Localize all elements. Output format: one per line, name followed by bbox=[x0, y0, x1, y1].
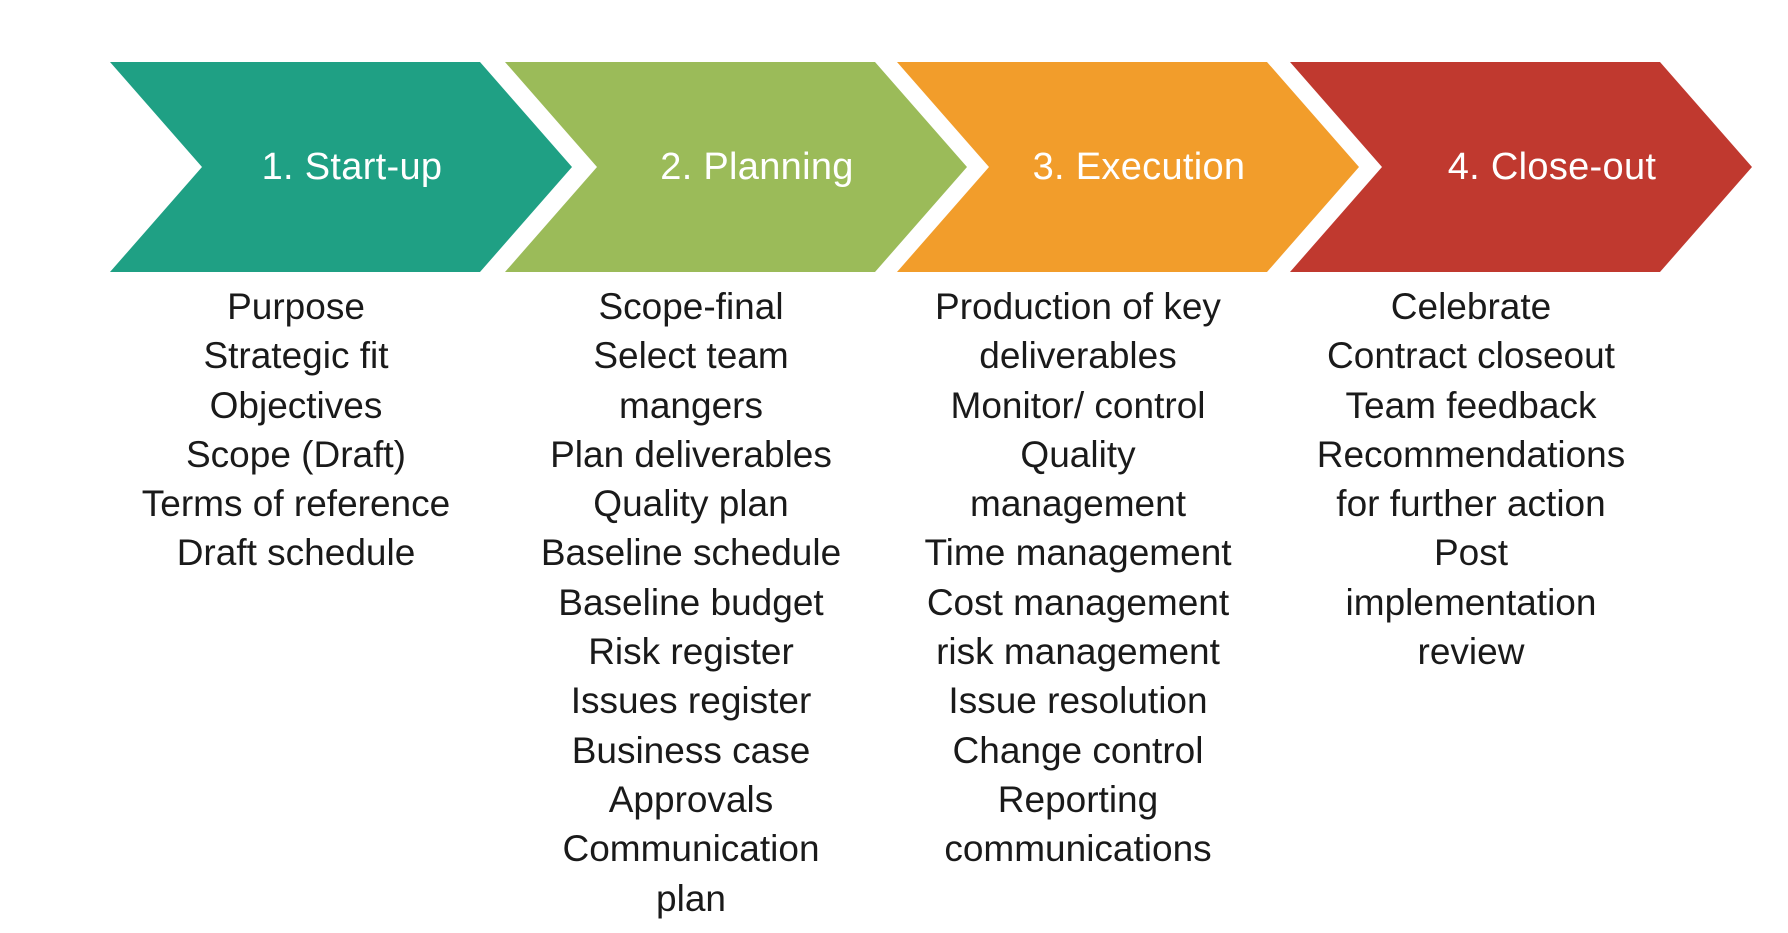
phase-items-start-up: Purpose Strategic fit Objectives Scope (… bbox=[120, 282, 472, 578]
list-item: Approvals bbox=[608, 778, 774, 820]
phase-items-planning: Scope-final Select team mangers Plan del… bbox=[515, 282, 867, 923]
chevron-execution bbox=[897, 62, 1359, 272]
list-item: Quality plan bbox=[593, 483, 789, 525]
phase-items-execution: Production of key deliverables Monitor/ … bbox=[902, 282, 1254, 874]
list-item: Baseline budget bbox=[558, 581, 824, 623]
phase-items-close-out: Celebrate Contract closeout Team feedbac… bbox=[1295, 282, 1647, 676]
phase-title-execution: 3. Execution bbox=[1032, 145, 1246, 188]
list-item: Terms of reference bbox=[141, 483, 451, 525]
list-item: Post bbox=[1433, 532, 1509, 574]
list-item: Reporting bbox=[997, 778, 1159, 820]
list-item: Team feedback bbox=[1345, 384, 1597, 426]
list-item: implementation bbox=[1345, 581, 1597, 623]
list-item: Issue resolution bbox=[948, 680, 1208, 722]
list-item: Production of key bbox=[935, 286, 1221, 327]
list-item: Quality bbox=[1020, 433, 1136, 475]
list-item: Plan deliverables bbox=[550, 433, 832, 475]
list-item: Purpose bbox=[227, 286, 365, 327]
list-item: communications bbox=[944, 828, 1212, 870]
list-item: Select team bbox=[593, 335, 789, 377]
list-item: Contract closeout bbox=[1327, 335, 1615, 377]
list-item: deliverables bbox=[979, 335, 1177, 377]
list-item: Celebrate bbox=[1390, 286, 1552, 327]
list-item: Change control bbox=[952, 729, 1204, 771]
list-item: Time management bbox=[924, 532, 1232, 574]
phase-title-close-out: 4. Close-out bbox=[1447, 145, 1657, 188]
list-item: Cost management bbox=[926, 581, 1230, 623]
list-item: Scope-final bbox=[598, 286, 784, 327]
list-item: Monitor/ control bbox=[950, 384, 1206, 426]
chevron-close-out bbox=[1290, 62, 1752, 272]
list-item: for further action bbox=[1336, 483, 1606, 525]
list-item: Scope (Draft) bbox=[185, 433, 406, 475]
chevron-start-up bbox=[110, 62, 572, 272]
list-item: review bbox=[1417, 631, 1525, 673]
list-item: Recommendations bbox=[1316, 433, 1626, 475]
list-item: Objectives bbox=[209, 384, 383, 426]
list-item: Draft schedule bbox=[176, 532, 416, 574]
list-item: Strategic fit bbox=[203, 335, 389, 377]
list-item: management bbox=[970, 483, 1186, 525]
list-item: Issues register bbox=[570, 680, 812, 722]
phase-title-start-up: 1. Start-up bbox=[261, 145, 443, 188]
list-item: risk management bbox=[936, 631, 1220, 673]
list-item: Business case bbox=[571, 729, 811, 771]
chevron-planning bbox=[505, 62, 967, 272]
list-item: plan bbox=[656, 877, 726, 919]
list-item: Baseline schedule bbox=[540, 532, 842, 574]
list-item: Risk register bbox=[588, 631, 794, 673]
list-item: mangers bbox=[619, 384, 763, 426]
list-item: Communication bbox=[562, 828, 820, 870]
phase-title-planning: 2. Planning bbox=[660, 145, 854, 188]
